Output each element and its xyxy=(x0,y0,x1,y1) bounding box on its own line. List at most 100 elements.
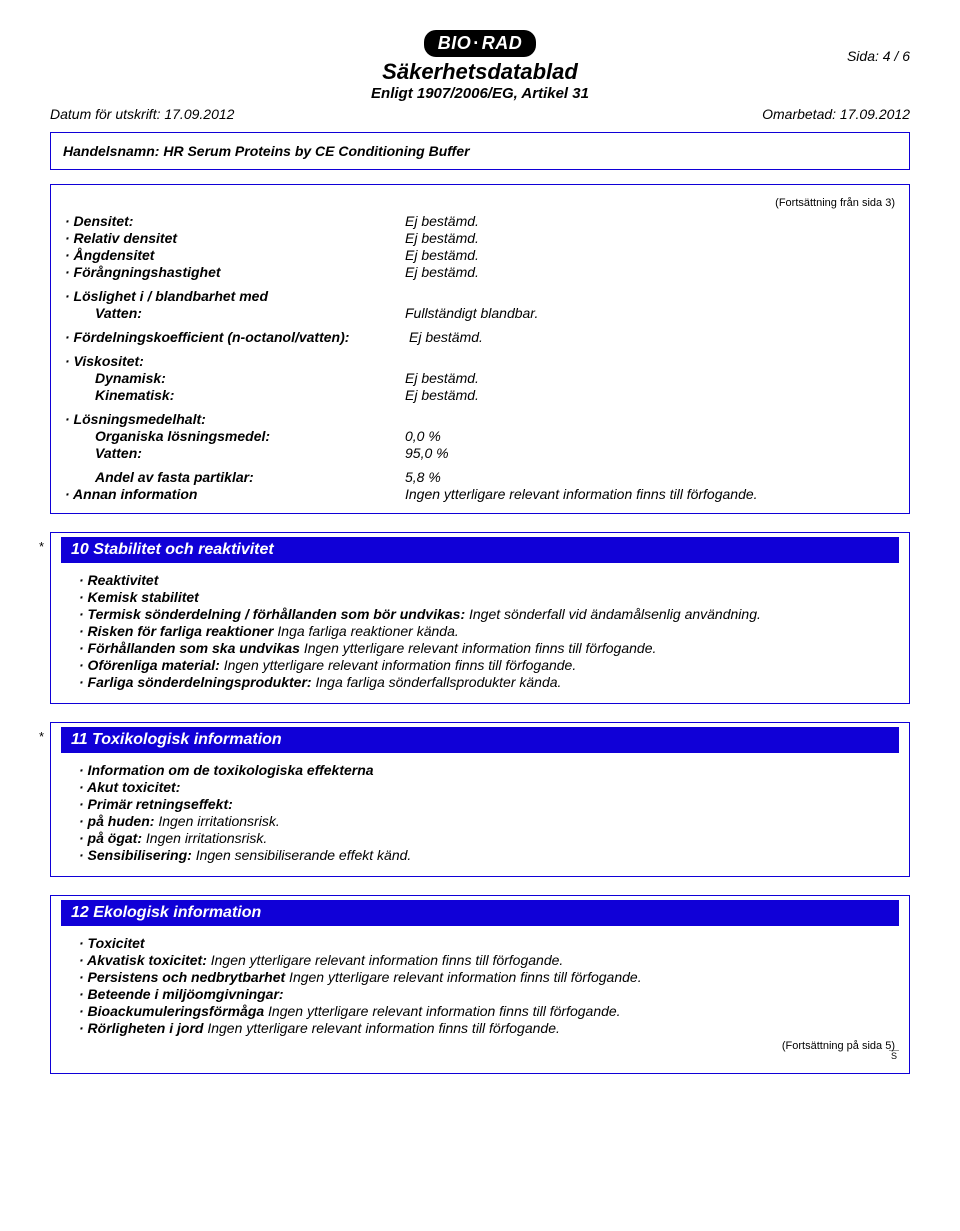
brand-right: RAD xyxy=(482,33,523,53)
section-line-label: · Förhållanden som ska undvikas xyxy=(79,640,300,656)
section-12-content: · Toxicitet· Akvatisk toxicitet: Ingen y… xyxy=(65,935,895,1036)
section-line-text: Inga farliga reaktioner kända. xyxy=(274,623,459,639)
section-line: · Beteende i miljöomgivningar: xyxy=(79,986,895,1002)
section-line-label: · Beteende i miljöomgivningar: xyxy=(79,986,284,1002)
page-number: Sida: 4 / 6 xyxy=(847,48,910,64)
property-label: · Ångdensitet xyxy=(65,247,405,263)
section-line-text: Ingen ytterligare relevant information f… xyxy=(207,952,563,968)
section-line-text: Ingen ytterligare relevant information f… xyxy=(220,657,576,673)
property-label: Kinematisk: xyxy=(65,387,405,403)
section-line: · Risken för farliga reaktioner Inga far… xyxy=(79,623,895,639)
section-line: · Termisk sönderdelning / förhållanden s… xyxy=(79,606,895,622)
section-10-box: * 10 Stabilitet och reaktivitet · Reakti… xyxy=(50,532,910,704)
properties-box: (Fortsättning från sida 3) · Densitet: E… xyxy=(50,184,910,514)
section-line: · Akvatisk toxicitet: Ingen ytterligare … xyxy=(79,952,895,968)
section-12-box: 12 Ekologisk information · Toxicitet· Ak… xyxy=(50,895,910,1074)
property-row: Kinematisk: Ej bestämd. xyxy=(65,387,895,403)
property-label: · Relativ densitet xyxy=(65,230,405,246)
dates-row: Datum för utskrift: 17.09.2012 Omarbetad… xyxy=(50,106,910,122)
property-value: Ej bestämd. xyxy=(405,264,479,280)
solvent-header: · Lösningsmedelhalt: xyxy=(65,411,895,427)
section-line-label: · Toxicitet xyxy=(79,935,145,951)
section-line-label: · Termisk sönderdelning / förhållanden s… xyxy=(79,606,465,622)
section-line-label: · Farliga sönderdelningsprodukter: xyxy=(79,674,312,690)
document-subtitle: Enligt 1907/2006/EG, Artikel 31 xyxy=(50,85,910,102)
section-line-text: Ingen ytterligare relevant information f… xyxy=(300,640,656,656)
section-line: · Persistens och nedbrytbarhet Ingen ytt… xyxy=(79,969,895,985)
section-line: · Information om de toxikologiska effekt… xyxy=(79,762,895,778)
section-line-label: · Primär retningseffekt: xyxy=(79,796,233,812)
section-line-label: · Reaktivitet xyxy=(79,572,158,588)
section-line: · Sensibilisering: Ingen sensibiliserand… xyxy=(79,847,895,863)
section-line: · Toxicitet xyxy=(79,935,895,951)
section-line: · på huden: Ingen irritationsrisk. xyxy=(79,813,895,829)
property-label: · Densitet: xyxy=(65,213,405,229)
property-value: 0,0 % xyxy=(405,428,441,444)
property-value: Ingen ytterligare relevant information f… xyxy=(405,486,758,502)
continuation-to: (Fortsättning på sida 5) xyxy=(65,1040,895,1052)
trade-name-box: Handelsnamn: HR Serum Proteins by CE Con… xyxy=(50,132,910,170)
section-line: · Akut toxicitet: xyxy=(79,779,895,795)
section-line: · Bioackumuleringsförmåga Ingen ytterlig… xyxy=(79,1003,895,1019)
section-line-text: Ingen sensibiliserande effekt känd. xyxy=(192,847,411,863)
property-label: · Förångningshastighet xyxy=(65,264,405,280)
property-value: 5,8 % xyxy=(405,469,441,485)
property-value: Ej bestämd. xyxy=(405,247,479,263)
section-line: · Reaktivitet xyxy=(79,572,895,588)
property-row: · Densitet: Ej bestämd. xyxy=(65,213,895,229)
property-value: Ej bestämd. xyxy=(405,387,479,403)
revised-date: Omarbetad: 17.09.2012 xyxy=(762,106,910,122)
property-label: Dynamisk: xyxy=(65,370,405,386)
section-line: · Primär retningseffekt: xyxy=(79,796,895,812)
section-line-label: · Persistens och nedbrytbarhet xyxy=(79,969,285,985)
property-label: Vatten: xyxy=(65,305,405,321)
section-line-text: Ingen ytterligare relevant information f… xyxy=(264,1003,620,1019)
property-row: · Förångningshastighet Ej bestämd. xyxy=(65,264,895,280)
property-value: Ej bestämd. xyxy=(405,370,479,386)
property-row: Vatten: 95,0 % xyxy=(65,445,895,461)
section-line-text: Ingen irritationsrisk. xyxy=(154,813,279,829)
property-row: · Relativ densitet Ej bestämd. xyxy=(65,230,895,246)
property-row: Organiska lösningsmedel: 0,0 % xyxy=(65,428,895,444)
document-title: Säkerhetsdatablad xyxy=(50,59,910,85)
property-label: · Annan information xyxy=(65,486,405,502)
section-line: · Förhållanden som ska undvikas Ingen yt… xyxy=(79,640,895,656)
property-row: Vatten: Fullständigt blandbar. xyxy=(65,305,895,321)
property-value: Ej bestämd. xyxy=(409,329,483,345)
property-value: Ej bestämd. xyxy=(405,213,479,229)
section-line-text: Ingen ytterligare relevant information f… xyxy=(285,969,641,985)
section-line-label: · Information om de toxikologiska effekt… xyxy=(79,762,374,778)
print-date: Datum för utskrift: 17.09.2012 xyxy=(50,106,234,122)
property-label: Organiska lösningsmedel: xyxy=(65,428,405,444)
asterisk-icon: * xyxy=(39,729,44,744)
property-label: Vatten: xyxy=(65,445,405,461)
asterisk-icon: * xyxy=(39,539,44,554)
section-line-label: · Sensibilisering: xyxy=(79,847,192,863)
section-line-label: · Akut toxicitet: xyxy=(79,779,180,795)
section-line: · Rörligheten i jord Ingen ytterligare r… xyxy=(79,1020,895,1036)
property-value: 95,0 % xyxy=(405,445,449,461)
brand-dot-icon: · xyxy=(471,33,482,53)
logo-container: BIO·RAD xyxy=(50,30,910,57)
section-line-label: · Oförenliga material: xyxy=(79,657,220,673)
property-value: Fullständigt blandbar. xyxy=(405,305,538,321)
section-12-title: 12 Ekologisk information xyxy=(61,900,899,927)
property-value: Ej bestämd. xyxy=(405,230,479,246)
property-row: Andel av fasta partiklar: 5,8 % xyxy=(65,469,895,485)
section-10-content: · Reaktivitet· Kemisk stabilitet· Termis… xyxy=(65,572,895,690)
section-line: · Farliga sönderdelningsprodukter: Inga … xyxy=(79,674,895,690)
property-row: · Ångdensitet Ej bestämd. xyxy=(65,247,895,263)
section-11-box: * 11 Toxikologisk information · Informat… xyxy=(50,722,910,877)
section-11-content: · Information om de toxikologiska effekt… xyxy=(65,762,895,863)
property-row: · Annan information Ingen ytterligare re… xyxy=(65,486,895,502)
safety-data-sheet-page: Sida: 4 / 6 BIO·RAD Säkerhetsdatablad En… xyxy=(0,0,960,1132)
section-line: · Kemisk stabilitet xyxy=(79,589,895,605)
property-row: Dynamisk: Ej bestämd. xyxy=(65,370,895,386)
section-line-label: · på huden: xyxy=(79,813,154,829)
section-line-text: Ingen ytterligare relevant information f… xyxy=(203,1020,559,1036)
section-line-label: · Bioackumuleringsförmåga xyxy=(79,1003,264,1019)
brand-logo: BIO·RAD xyxy=(424,30,537,57)
brand-left: BIO xyxy=(438,33,472,53)
property-row: · Fördelningskoefficient (n-octanol/vatt… xyxy=(65,329,895,345)
section-10-title: 10 Stabilitet och reaktivitet xyxy=(61,537,899,564)
